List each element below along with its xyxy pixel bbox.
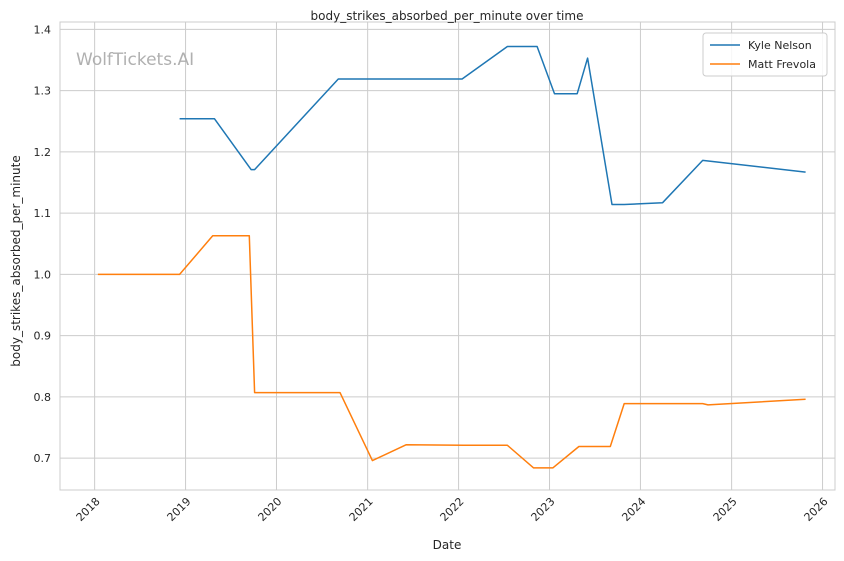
- y-tick-label: 0.8: [34, 391, 52, 404]
- y-tick-label: 1.0: [34, 268, 52, 281]
- x-tick-label: 2024: [619, 495, 648, 524]
- y-tick-label: 1.1: [34, 207, 52, 220]
- series-line-kyle-nelson: [179, 45, 806, 206]
- y-tick-labels: 0.7 0.8 0.9 1.0 1.1 1.2 1.3 1.4: [34, 23, 52, 465]
- x-tick-labels: 2018 2019 2020 2021 2022 2023 2024 2025 2026: [74, 495, 831, 524]
- grid-layer: [60, 22, 835, 490]
- series-line-matt-frevola: [97, 235, 806, 469]
- y-tick-label: 1.3: [34, 85, 52, 98]
- y-tick-label: 0.7: [34, 452, 52, 465]
- y-tick-label: 1.4: [34, 23, 52, 36]
- legend: Kyle Nelson Matt Frevola: [702, 32, 828, 77]
- x-axis-label: Date: [433, 538, 462, 552]
- chart-title: body_strikes_absorbed_per_minute over ti…: [311, 9, 584, 23]
- x-tick-label: 2021: [347, 495, 376, 524]
- legend-label-kyle-nelson: Kyle Nelson: [748, 39, 812, 52]
- legend-label-matt-frevola: Matt Frevola: [748, 58, 816, 71]
- legend-box: [702, 32, 828, 77]
- x-tick-label: 2018: [74, 495, 103, 524]
- x-tick-label: 2020: [256, 495, 285, 524]
- y-tick-label: 0.9: [34, 330, 52, 343]
- x-tick-label: 2019: [165, 495, 194, 524]
- x-tick-label: 2022: [438, 495, 467, 524]
- x-tick-label: 2023: [529, 495, 558, 524]
- y-axis-label: body_strikes_absorbed_per_minute: [9, 155, 23, 366]
- y-tick-label: 1.2: [34, 146, 52, 159]
- x-tick-label: 2025: [711, 495, 740, 524]
- watermark-text: WolfTickets.AI: [76, 50, 194, 70]
- x-tick-label: 2026: [802, 495, 831, 524]
- series-layer: [97, 45, 806, 469]
- plot-frame: [59, 21, 836, 491]
